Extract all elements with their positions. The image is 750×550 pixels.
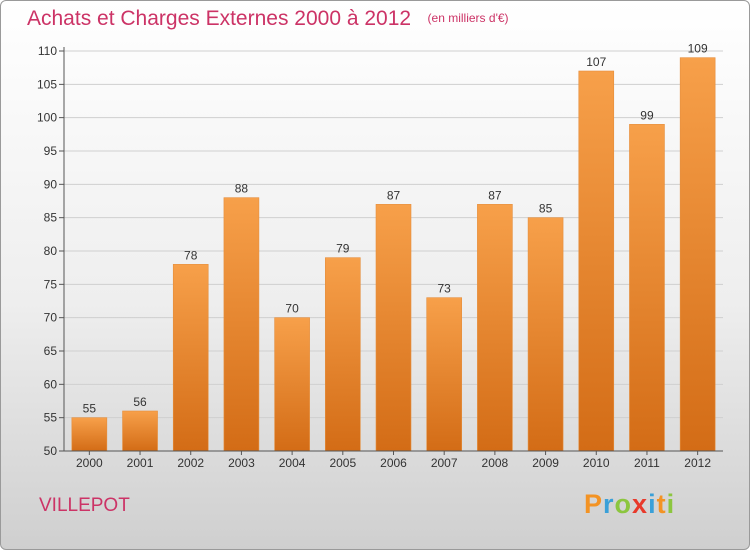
logo-letter: i bbox=[666, 489, 676, 519]
x-tick-label: 2001 bbox=[127, 456, 154, 470]
bar-value-label: 70 bbox=[285, 302, 299, 316]
y-tick-label: 90 bbox=[44, 177, 58, 191]
bar-value-label: 87 bbox=[488, 188, 502, 202]
logo-letter: P bbox=[584, 489, 604, 519]
bar bbox=[274, 317, 310, 452]
chart-title: Achats et Charges Externes 2000 à 2012 bbox=[27, 7, 412, 30]
bar-value-label: 78 bbox=[184, 248, 198, 262]
x-tick-label: 2008 bbox=[482, 456, 509, 470]
x-tick-label: 2009 bbox=[532, 456, 559, 470]
bar bbox=[679, 57, 716, 452]
x-tick-label: 2000 bbox=[76, 456, 103, 470]
logo-letter: i bbox=[648, 489, 657, 519]
bar-value-label: 79 bbox=[336, 242, 350, 256]
x-tick-label: 2005 bbox=[329, 456, 356, 470]
bar-value-label: 109 bbox=[688, 42, 708, 56]
y-tick-label: 100 bbox=[37, 111, 57, 125]
x-tick-label: 2004 bbox=[279, 456, 306, 470]
bar-value-label: 99 bbox=[640, 108, 654, 122]
bar bbox=[477, 204, 513, 452]
y-tick-label: 50 bbox=[44, 444, 58, 458]
axes: 50 55 60 65 70 75 80 85 90 95 100 105 110 2000 2001 200… bbox=[37, 44, 723, 470]
bar bbox=[426, 297, 462, 452]
bar bbox=[527, 217, 564, 452]
bars bbox=[71, 57, 716, 452]
logo-letter: r bbox=[603, 489, 615, 519]
y-tick-label: 55 bbox=[44, 411, 58, 425]
y-tick-label: 75 bbox=[44, 277, 58, 291]
chart-unit-subtitle: (en milliers d'€) bbox=[427, 11, 509, 25]
bar-value-label: 87 bbox=[387, 188, 401, 202]
y-tick-label: 80 bbox=[44, 244, 58, 258]
proxiti-logo: Proxiti bbox=[584, 489, 675, 520]
bar-value-label: 55 bbox=[83, 402, 97, 416]
bar-value-label: 107 bbox=[586, 55, 606, 69]
logo-letter: o bbox=[614, 489, 633, 519]
x-tick-label: 2012 bbox=[684, 456, 711, 470]
x-tick-label: 2007 bbox=[431, 456, 458, 470]
bar bbox=[325, 257, 361, 452]
y-tick-label: 85 bbox=[44, 211, 58, 225]
data-labels: 55 56 78 88 70 79 87 73 87 85 107 99 109 bbox=[83, 42, 708, 416]
y-tick-label: 95 bbox=[44, 144, 58, 158]
commune-name: VILLEPOT bbox=[39, 495, 130, 516]
x-tick-label: 2011 bbox=[634, 456, 660, 470]
y-tick-label: 65 bbox=[44, 344, 58, 358]
x-tick-label: 2006 bbox=[380, 456, 407, 470]
logo-letter: t bbox=[656, 489, 667, 519]
bar bbox=[122, 410, 158, 452]
x-tick-label: 2003 bbox=[228, 456, 255, 470]
bar bbox=[172, 264, 209, 452]
bar-value-label: 88 bbox=[235, 182, 249, 196]
bar bbox=[223, 197, 260, 452]
bar bbox=[375, 204, 412, 452]
x-tick-label: 2010 bbox=[583, 456, 610, 470]
y-tick-label: 70 bbox=[44, 311, 58, 325]
bar-value-label: 56 bbox=[133, 395, 147, 409]
y-tick-label: 110 bbox=[38, 44, 57, 58]
bar bbox=[629, 124, 665, 452]
x-tick-label: 2002 bbox=[177, 456, 204, 470]
logo-letter: x bbox=[632, 489, 649, 519]
bar bbox=[71, 417, 108, 452]
y-tick-label: 60 bbox=[44, 377, 58, 391]
bar-value-label: 73 bbox=[438, 282, 452, 296]
bar-value-label: 85 bbox=[539, 202, 553, 216]
y-tick-label: 105 bbox=[37, 77, 57, 91]
bar bbox=[578, 70, 615, 452]
title-row: Achats et Charges Externes 2000 à 2012 (… bbox=[27, 7, 509, 31]
